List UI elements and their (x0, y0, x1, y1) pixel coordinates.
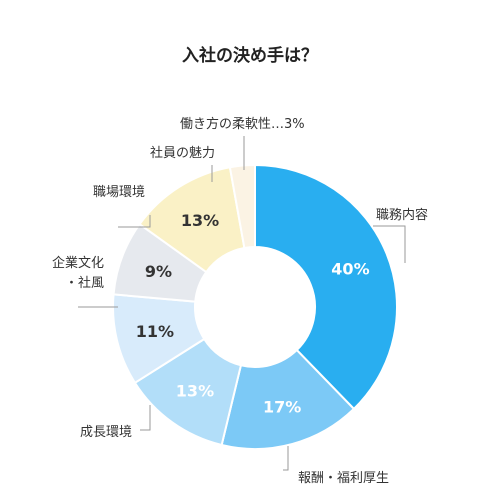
slice-value-label: 11% (136, 322, 174, 341)
slice-value-label: 13% (176, 382, 214, 401)
slice-value-label: 40% (331, 259, 369, 278)
leader-lines-group (78, 136, 406, 471)
slice-value-label: 9% (145, 262, 172, 281)
leader-line (283, 446, 289, 471)
category-label: 報酬・福利厚生 (298, 471, 389, 486)
pie-slice (220, 348, 356, 450)
category-label: 職務内容 (376, 207, 428, 223)
leader-line (373, 225, 406, 263)
slices-group (112, 163, 398, 450)
leader-line (118, 215, 151, 228)
category-label: 働き方の柔軟性…3% (180, 116, 305, 132)
slice-value-label: 17% (263, 397, 301, 416)
category-label: 企業文化・社風 (52, 255, 104, 291)
leader-line (140, 405, 151, 431)
category-label: 社員の魅力 (150, 145, 215, 161)
chart-title: 入社の決め手は？ (182, 45, 318, 66)
value-labels-group: 40% 17% 13% 11% 9% 13% (136, 211, 370, 416)
category-label: 職場環境 (93, 185, 145, 200)
pie-slice (228, 163, 256, 250)
slice-value-label: 13% (181, 211, 219, 230)
pie-slice (254, 163, 398, 411)
category-label: 成長環境 (80, 425, 132, 440)
